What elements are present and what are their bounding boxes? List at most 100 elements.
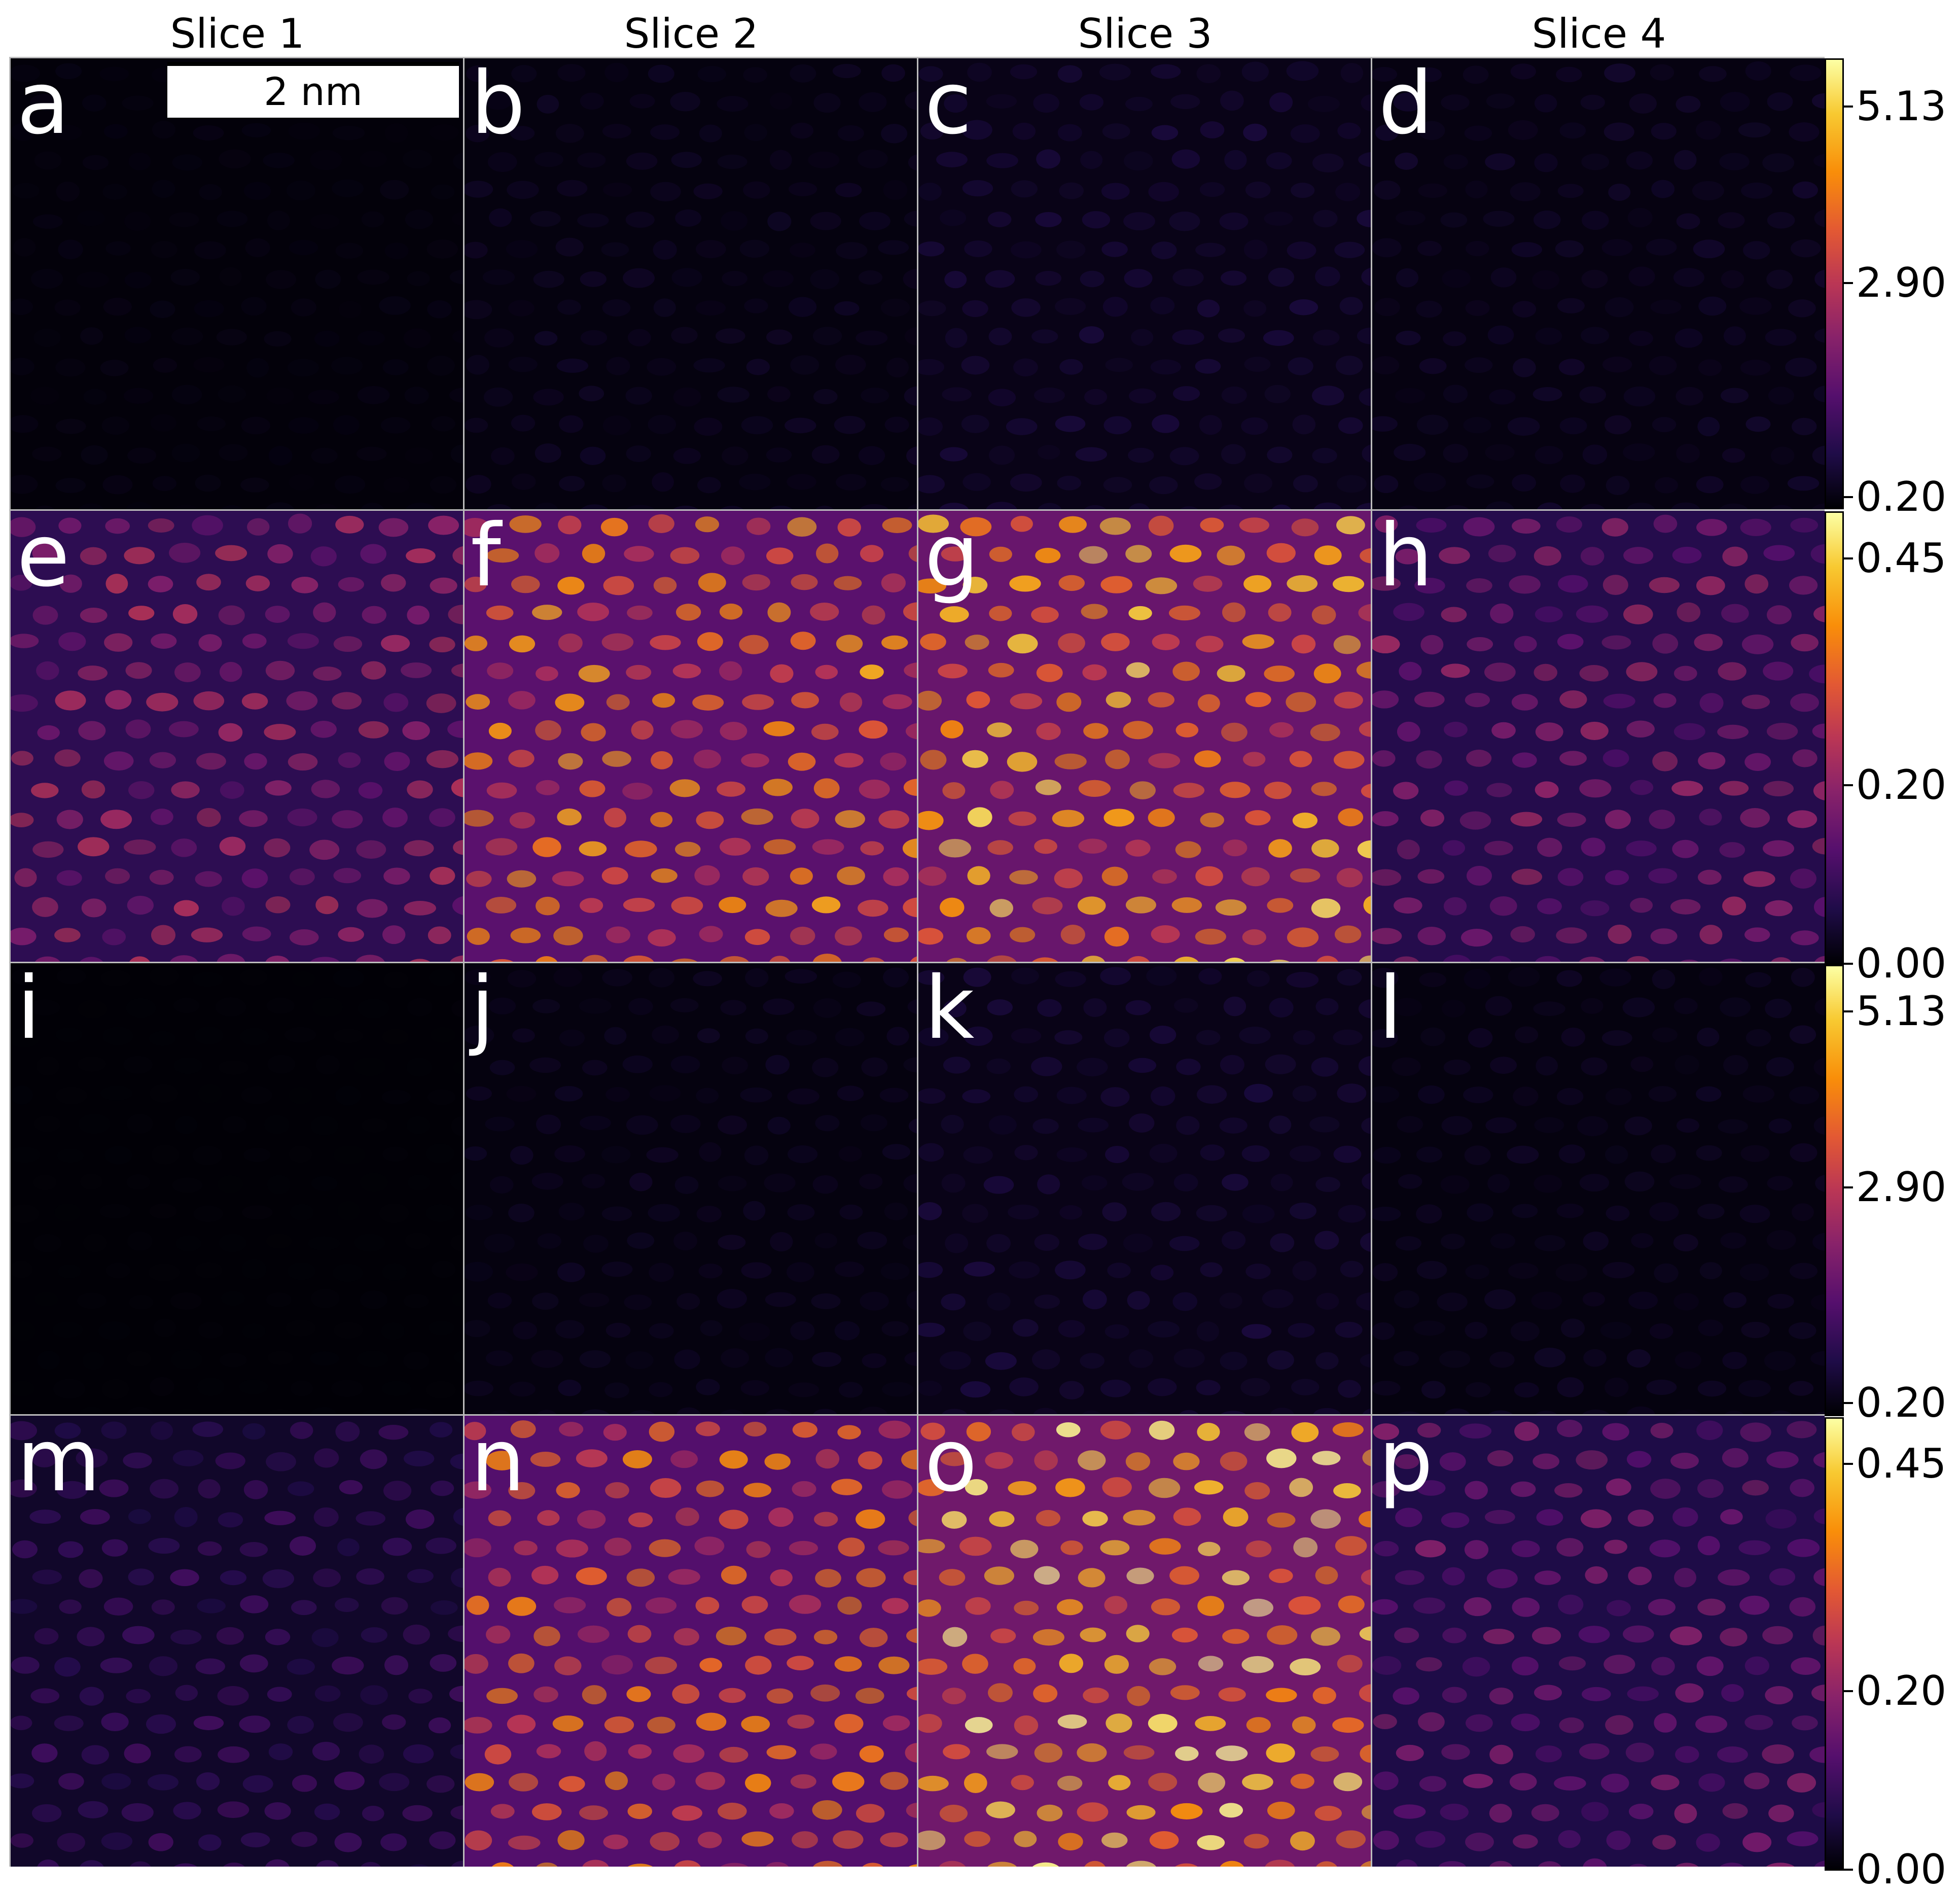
lattice-spot: [1054, 868, 1083, 889]
lattice-spot: [882, 694, 912, 710]
lattice-spot: [512, 1028, 535, 1043]
lattice-spot: [1557, 575, 1588, 593]
lattice-spot: [860, 1114, 887, 1132]
lattice-spot: [1102, 1202, 1127, 1222]
panel-k-image: [918, 963, 1371, 1414]
colorbar-3-label-top: 5.13: [1856, 988, 1947, 1035]
lattice-spot: [1173, 1508, 1201, 1526]
lattice-spot: [986, 153, 1018, 168]
lattice-spot: [1812, 1802, 1825, 1818]
lattice-spot: [451, 999, 463, 1018]
lattice-spot: [789, 1540, 818, 1556]
lattice-spot: [1076, 1058, 1108, 1077]
lattice-spot: [695, 240, 726, 258]
lattice-spot: [1372, 928, 1402, 944]
lattice-spot: [961, 120, 992, 140]
lattice-spot: [1335, 1321, 1363, 1338]
lattice-spot: [903, 602, 917, 621]
lattice-spot: [1535, 956, 1561, 962]
lattice-spot: [1218, 328, 1245, 343]
lattice-spot: [465, 1830, 492, 1851]
lattice-spot: [217, 954, 245, 962]
lattice-spot: [1486, 783, 1512, 797]
lattice-spot: [1627, 502, 1655, 509]
lattice-spot: [1766, 269, 1793, 289]
lattice-spot: [1078, 1234, 1108, 1250]
lattice-spot: [1600, 1321, 1632, 1339]
lattice-spot: [1534, 546, 1561, 566]
lattice-spot: [1510, 812, 1543, 827]
panel-letter-o: o: [924, 1414, 978, 1511]
lattice-spot: [1603, 1655, 1635, 1674]
lattice-spot: [717, 387, 750, 403]
lattice-spot: [1533, 1453, 1559, 1469]
lattice-spot: [989, 546, 1012, 562]
lattice-spot: [1333, 1145, 1362, 1163]
lattice-spot: [100, 970, 131, 987]
lattice-spot: [1580, 94, 1605, 110]
lattice-spot: [1372, 1599, 1398, 1615]
lattice-spot: [101, 1379, 129, 1399]
lattice-spot: [1195, 866, 1223, 887]
lattice-spot: [288, 122, 320, 140]
lattice-spot: [790, 926, 815, 945]
lattice-spot: [1581, 153, 1610, 170]
lattice-spot: [744, 1145, 769, 1166]
lattice-spot: [625, 212, 655, 228]
lattice-spot: [175, 1685, 198, 1701]
lattice-spot: [1466, 240, 1489, 257]
lattice-spot: [82, 1352, 105, 1370]
lattice-spot: [581, 723, 606, 742]
lattice-spot: [918, 811, 944, 830]
lattice-spot: [1397, 839, 1420, 860]
lattice-spot: [1580, 547, 1605, 566]
lattice-spot: [335, 1085, 361, 1106]
lattice-spot: [54, 1422, 81, 1439]
lattice-spot: [465, 1716, 492, 1734]
lattice-spot: [910, 1412, 917, 1414]
lattice-spot: [938, 663, 968, 679]
lattice-spot: [697, 1832, 722, 1848]
lattice-spot: [1124, 269, 1153, 288]
lattice-spot: [650, 182, 681, 202]
lattice-spot: [153, 1318, 176, 1338]
lattice-spot: [1491, 722, 1516, 739]
lattice-spot: [744, 298, 768, 313]
lattice-spot: [219, 1352, 247, 1368]
lattice-spot: [429, 969, 456, 987]
lattice-spot: [102, 184, 127, 200]
lattice-spot: [1372, 690, 1399, 709]
lattice-spot: [171, 781, 200, 799]
lattice-spot: [579, 841, 607, 857]
lattice-spot: [815, 1115, 840, 1132]
lattice-spot: [1149, 1831, 1179, 1849]
lattice-spot: [430, 577, 457, 594]
lattice-spot: [648, 414, 676, 434]
lattice-spot: [1415, 1831, 1446, 1848]
lattice-spot: [173, 1802, 201, 1820]
lattice-spot: [857, 1232, 887, 1249]
lattice-spot: [78, 721, 106, 741]
lattice-spot: [1605, 1715, 1633, 1735]
lattice-spot: [1219, 1117, 1248, 1134]
lattice-spot: [1462, 1657, 1490, 1677]
lattice-spot: [1399, 661, 1422, 681]
panel-e-image: [11, 511, 463, 962]
lattice-spot: [1791, 239, 1821, 258]
lattice-spot: [1723, 1055, 1749, 1075]
lattice-spot: [770, 1232, 793, 1252]
lattice-spot: [241, 1086, 272, 1105]
lattice-spot: [1651, 1144, 1676, 1164]
lattice-spot: [486, 897, 517, 914]
lattice-spot: [718, 1802, 747, 1820]
lattice-spot: [1605, 810, 1631, 829]
lattice-spot: [149, 1031, 176, 1046]
lattice-spot: [856, 1804, 885, 1823]
lattice-spot: [1579, 386, 1607, 404]
lattice-spot: [945, 1233, 969, 1253]
lattice-spot: [1059, 1654, 1084, 1673]
lattice-spot: [813, 778, 840, 798]
lattice-spot: [1443, 955, 1471, 962]
lattice-spot: [918, 66, 943, 82]
lattice-spot: [465, 241, 488, 259]
